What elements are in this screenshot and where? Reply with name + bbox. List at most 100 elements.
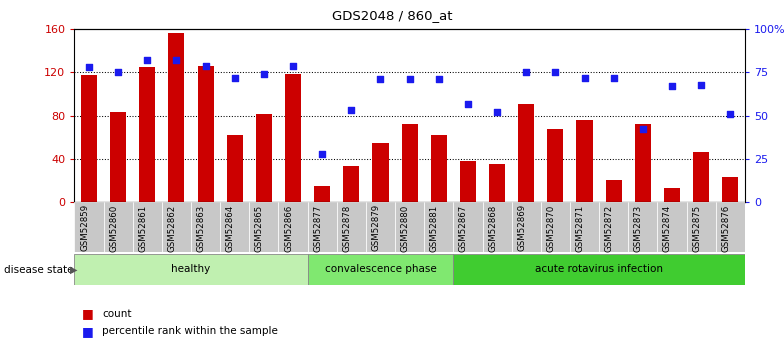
Bar — [401, 124, 418, 202]
Bar — [249, 202, 278, 252]
Bar — [635, 124, 651, 202]
Bar — [103, 202, 132, 252]
Bar — [337, 202, 366, 252]
Bar — [343, 166, 359, 202]
Text: count: count — [102, 309, 132, 319]
Point — [666, 83, 678, 89]
Bar — [191, 202, 220, 252]
Bar — [512, 202, 541, 252]
Text: GSM52881: GSM52881 — [430, 204, 439, 252]
Text: GSM52876: GSM52876 — [721, 204, 730, 252]
Point — [258, 71, 270, 77]
Text: GSM52864: GSM52864 — [226, 204, 234, 252]
Bar — [307, 202, 337, 252]
Bar — [278, 202, 307, 252]
Bar — [605, 180, 622, 202]
Text: GSM52877: GSM52877 — [313, 204, 322, 252]
Bar — [628, 202, 657, 252]
Bar — [453, 254, 745, 285]
Text: GSM52872: GSM52872 — [604, 204, 614, 252]
Point — [491, 109, 503, 115]
Point — [199, 63, 212, 68]
Point — [637, 127, 649, 132]
Bar — [227, 135, 243, 202]
Text: acute rotavirus infection: acute rotavirus infection — [535, 264, 663, 274]
Text: healthy: healthy — [172, 264, 211, 274]
Bar — [285, 73, 301, 202]
Bar — [256, 115, 272, 202]
Bar — [169, 32, 184, 202]
Point — [549, 70, 561, 75]
Bar — [132, 202, 162, 252]
Bar — [489, 164, 505, 202]
Bar — [111, 112, 126, 202]
Text: GSM52860: GSM52860 — [109, 204, 118, 252]
Bar — [314, 186, 330, 202]
Bar — [716, 202, 745, 252]
Text: ▶: ▶ — [70, 265, 78, 275]
Text: ■: ■ — [82, 325, 94, 338]
Text: GSM52867: GSM52867 — [459, 204, 468, 252]
Bar — [198, 66, 214, 202]
Point — [433, 77, 445, 82]
Bar — [599, 202, 628, 252]
Point — [228, 75, 241, 80]
Bar — [541, 202, 570, 252]
Bar — [693, 152, 709, 202]
Text: convalescence phase: convalescence phase — [325, 264, 437, 274]
Point — [520, 70, 532, 75]
Bar — [395, 202, 424, 252]
Text: GSM52863: GSM52863 — [197, 204, 205, 252]
Bar — [547, 128, 564, 202]
Point — [403, 77, 416, 82]
Bar — [140, 67, 155, 202]
Point — [316, 151, 328, 156]
Point — [579, 75, 591, 80]
Text: percentile rank within the sample: percentile rank within the sample — [102, 326, 278, 336]
Bar — [74, 202, 103, 252]
Bar — [460, 161, 476, 202]
Text: GSM52870: GSM52870 — [546, 204, 555, 252]
Bar — [576, 120, 593, 202]
Bar — [74, 254, 307, 285]
Bar — [81, 75, 97, 202]
Point — [695, 82, 707, 87]
Point — [170, 58, 183, 63]
Bar — [430, 135, 447, 202]
Point — [141, 58, 154, 63]
Text: GSM52859: GSM52859 — [80, 204, 89, 252]
Point — [608, 75, 620, 80]
Text: GSM52861: GSM52861 — [138, 204, 147, 252]
Bar — [657, 202, 687, 252]
Bar — [664, 188, 680, 202]
Point — [287, 63, 299, 68]
Point — [83, 65, 96, 70]
Bar — [518, 104, 534, 202]
Bar — [453, 202, 482, 252]
Text: GSM52874: GSM52874 — [663, 204, 672, 252]
Bar — [366, 202, 395, 252]
Text: GSM52862: GSM52862 — [168, 204, 176, 252]
Bar — [722, 177, 739, 202]
Bar — [307, 254, 453, 285]
Text: GSM52871: GSM52871 — [575, 204, 585, 252]
Text: GSM52868: GSM52868 — [488, 204, 497, 252]
Text: GDS2048 / 860_at: GDS2048 / 860_at — [332, 9, 452, 22]
Text: GSM52869: GSM52869 — [517, 204, 526, 252]
Point — [374, 77, 387, 82]
Text: GSM52875: GSM52875 — [692, 204, 701, 252]
Bar — [220, 202, 249, 252]
Text: GSM52865: GSM52865 — [255, 204, 264, 252]
Text: GSM52866: GSM52866 — [284, 204, 293, 252]
Text: GSM52873: GSM52873 — [633, 204, 643, 252]
Bar — [424, 202, 453, 252]
Point — [112, 70, 125, 75]
Bar — [570, 202, 599, 252]
Bar — [687, 202, 716, 252]
Bar — [482, 202, 512, 252]
Text: disease state: disease state — [4, 265, 74, 275]
Text: GSM52878: GSM52878 — [343, 204, 351, 252]
Point — [345, 108, 358, 113]
Text: GSM52880: GSM52880 — [401, 204, 409, 252]
Point — [462, 101, 474, 106]
